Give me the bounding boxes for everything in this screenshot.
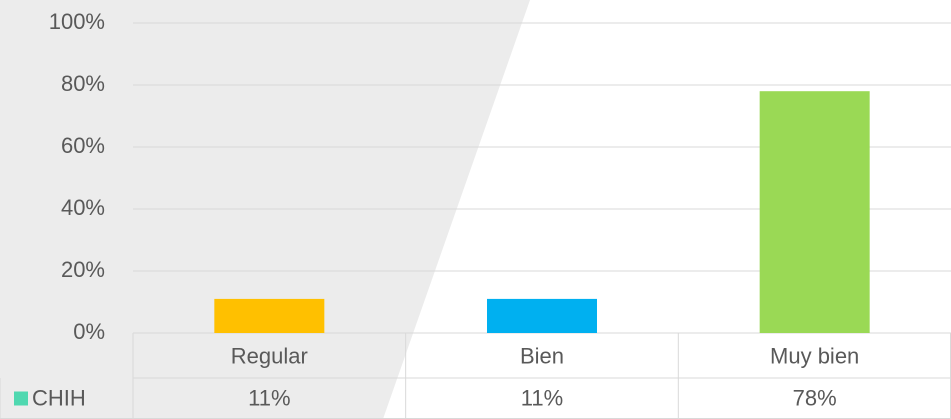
legend-swatch xyxy=(14,391,28,406)
y-tick-label: 40% xyxy=(61,195,105,220)
x-tick-label: Regular xyxy=(231,343,308,368)
bar xyxy=(214,298,325,333)
table-value: 11% xyxy=(248,385,290,410)
y-tick-label: 60% xyxy=(61,133,105,158)
table-value: 11% xyxy=(521,385,563,410)
y-tick-label: 20% xyxy=(61,257,105,282)
bar xyxy=(759,91,870,333)
legend-label: CHIH xyxy=(32,385,86,410)
x-tick-label: Bien xyxy=(520,343,564,368)
bar xyxy=(487,298,597,333)
x-tick-label: Muy bien xyxy=(770,343,859,368)
y-tick-label: 100% xyxy=(49,9,105,34)
table-value: 78% xyxy=(793,385,837,410)
y-tick-label: 0% xyxy=(73,319,105,344)
y-tick-label: 80% xyxy=(61,71,105,96)
